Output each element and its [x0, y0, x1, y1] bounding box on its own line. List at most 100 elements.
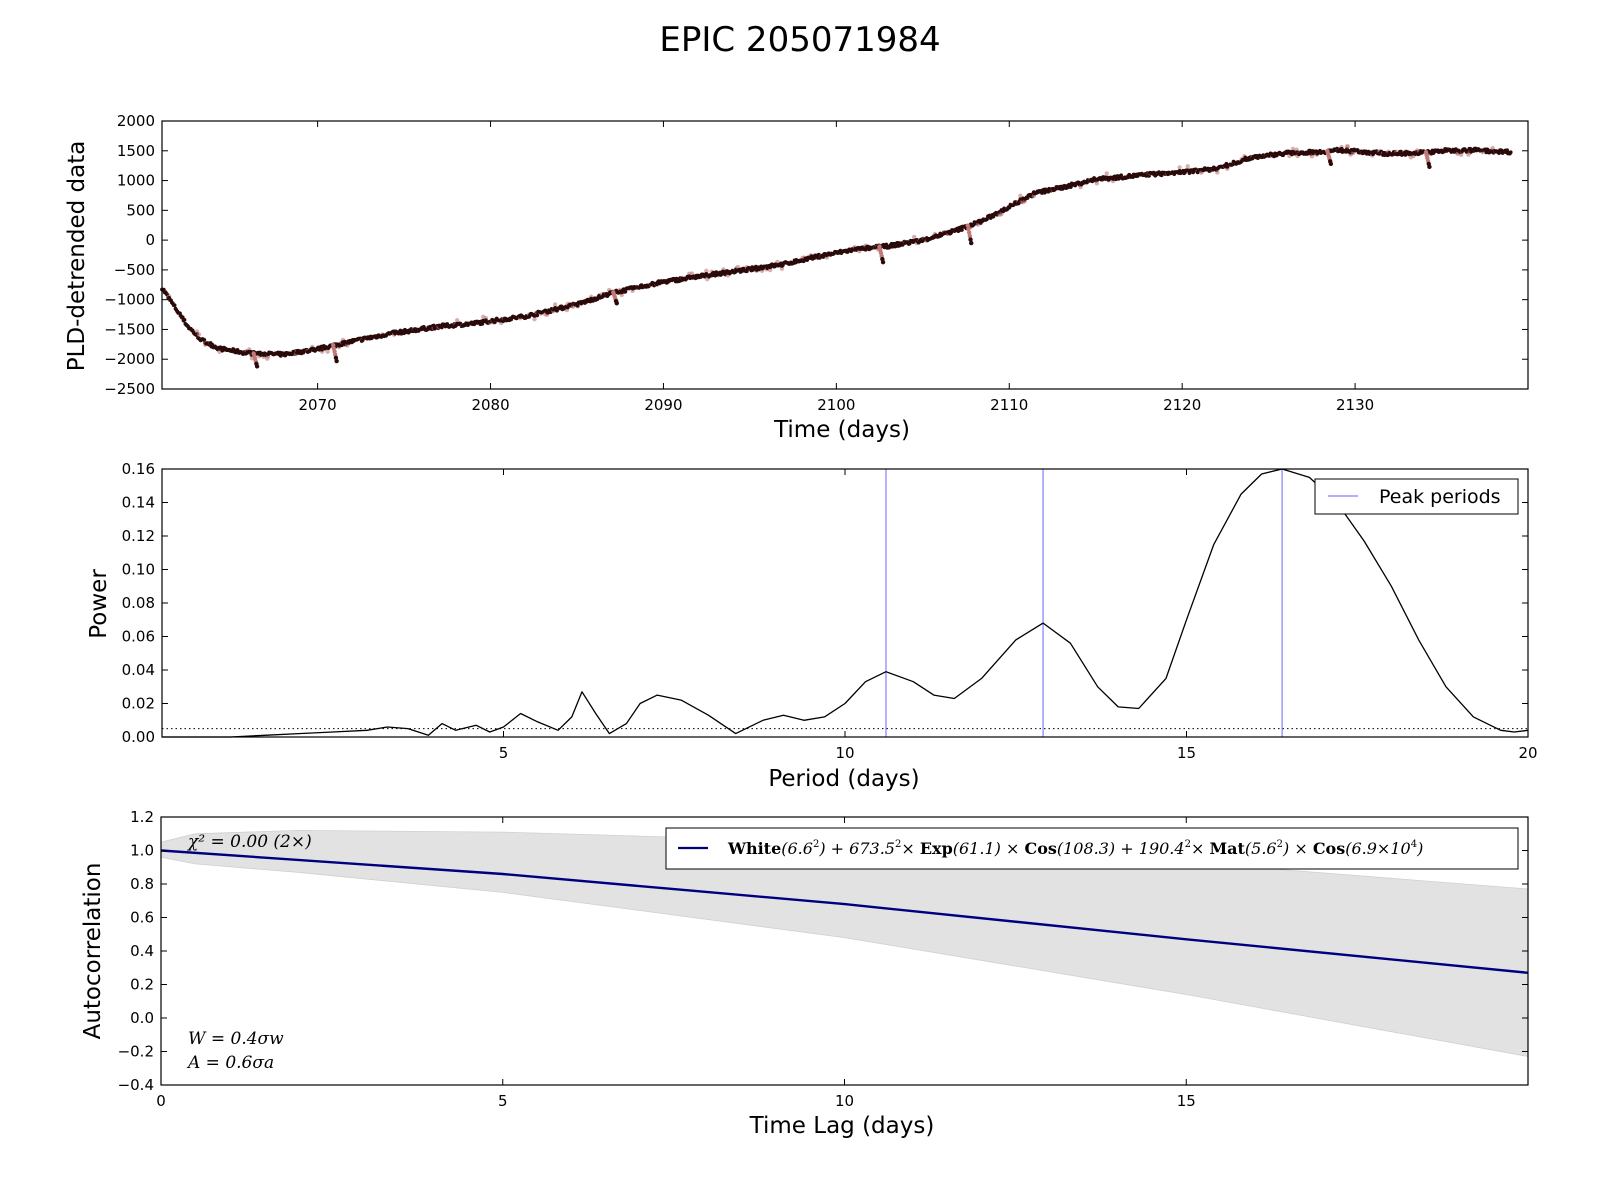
lightcurve-yticks: −2500 −2000 −1500 −1000 −500 0 500 1000 1500 2000	[104, 112, 1528, 398]
acf-xtick-label: 0	[156, 1092, 166, 1110]
legend-white-close: )	[818, 839, 825, 858]
acf-ytick-label: 0.2	[130, 976, 154, 994]
legend-cos1-arg: (108.3)	[1057, 839, 1115, 858]
acf-ytick-label: 0.0	[130, 1009, 154, 1027]
peak-periods-legend-label: Peak periods	[1379, 486, 1501, 508]
lightcurve-ytick-label: 1500	[117, 142, 155, 160]
acf-ylabel: Autocorrelation	[80, 863, 106, 1040]
periodogram-ytick-label: 0.12	[122, 527, 155, 545]
acf-ytick-label: 1.2	[130, 808, 154, 826]
periodogram-xticks: 5 10 15 20	[499, 469, 1538, 762]
transit-dip-point	[1427, 164, 1432, 170]
periodogram-ytick-label: 0.06	[122, 628, 155, 646]
figure-title: EPIC 205071984	[659, 20, 940, 60]
acf-model-line	[160, 849, 1529, 974]
lightcurve-halo-point	[1290, 146, 1296, 152]
lightcurve-point	[182, 317, 187, 322]
periodogram-ytick-label: 0.04	[122, 661, 155, 679]
lightcurve-halo-point	[1104, 171, 1109, 176]
lightcurve-point	[959, 228, 964, 232]
lightcurve-halo-point	[1345, 144, 1351, 149]
lightcurve-halo-point	[1309, 154, 1315, 159]
periodogram-ytick-label: 0.16	[122, 460, 155, 478]
lightcurve-xtick-label: 2120	[1163, 396, 1201, 414]
a-annotation: A = 0.6σa	[186, 1053, 274, 1073]
lightcurve-ylabel: PLD-detrended data	[64, 141, 90, 372]
lightcurve-halo-point	[1018, 193, 1023, 198]
transit-dip-point	[966, 226, 971, 232]
periodogram-ytick-label: 0.10	[122, 561, 155, 579]
lightcurve-xtick-label: 2080	[471, 396, 509, 414]
lightcurve-ytick-label: 2000	[117, 112, 155, 130]
transit-dip-point	[966, 230, 972, 235]
acf-xticks: 0 5 10 15	[156, 817, 1196, 1110]
legend-cos1-term: Cos	[1024, 839, 1056, 858]
periodogram-xtick-label: 20	[1518, 744, 1537, 762]
lightcurve-halo-point	[911, 234, 917, 240]
chi-squared-annotation: χ² = 0.00 (2×)	[187, 832, 312, 852]
lightcurve-xtick-label: 2100	[817, 396, 855, 414]
lightcurve-halo-point	[775, 259, 780, 265]
periodogram-ytick-label: 0.00	[122, 728, 155, 746]
lightcurve-halo-point	[532, 317, 537, 322]
legend-exp-term: Exp	[920, 839, 953, 858]
lightcurve-point	[235, 348, 240, 352]
lightcurve-point	[1505, 148, 1510, 153]
transit-dip-point	[334, 358, 339, 364]
periodogram-frame	[161, 468, 1529, 738]
lightcurve-halo-point	[552, 302, 558, 307]
periodogram-panel: Power Period (days) 5 10 15 20 0.00 0.02 0.04…	[86, 460, 1538, 792]
periodogram-line	[162, 468, 1529, 738]
acf-ytick-label: −0.4	[118, 1076, 154, 1094]
lightcurve-ytick-label: −2000	[104, 350, 155, 368]
legend-cos2-term: Cos	[1313, 839, 1345, 858]
legend-plus2-sq: 2	[1185, 839, 1191, 850]
transit-dip-point	[254, 364, 260, 369]
acf-ytick-label: 1.0	[130, 842, 154, 860]
lightcurve-halo-point	[704, 268, 709, 274]
acf-frame	[160, 816, 1529, 1086]
lightcurve-xtick-label: 2130	[1336, 396, 1374, 414]
lightcurve-panel: PLD-detrended data Time (days) 2070 2080 2…	[64, 112, 1529, 443]
legend-white-sq: 2	[813, 839, 819, 850]
lightcurve-xticks: 2070 2080 2090 2100 2110 2120 2130	[299, 121, 1374, 414]
periodogram-xtick-label: 15	[1177, 744, 1196, 762]
lightcurve-point	[744, 269, 749, 274]
acf-xtick-label: 5	[498, 1092, 508, 1110]
lightcurve-halo-point	[1490, 145, 1495, 151]
lightcurve-halo-point	[779, 266, 785, 271]
acf-legend: White(6.62) + 673.52× Exp(61.1) × Cos(10…	[665, 827, 1519, 870]
legend-plus1: + 673.5	[831, 839, 895, 858]
lightcurve-halo-point	[1185, 164, 1190, 169]
legend-times3: ×	[1191, 839, 1204, 858]
legend-cos2-pow: 4	[1411, 839, 1417, 850]
legend-plus2: + 190.4	[1120, 839, 1184, 858]
legend-times1: ×	[901, 839, 914, 858]
lightcurve-xtick-label: 2090	[644, 396, 682, 414]
legend-white-term: White	[727, 839, 781, 858]
legend-plus1-sq: 2	[895, 839, 901, 850]
legend-cos2-arg: (6.9×10	[1345, 839, 1410, 858]
legend-exp-arg: (61.1)	[953, 839, 1001, 858]
lightcurve-plot-area	[160, 144, 1513, 369]
acf-panel: Autocorrelation Time Lag (days) 0 5 10 15 −…	[80, 808, 1529, 1139]
lightcurve-ytick-label: −1500	[104, 320, 155, 338]
lightcurve-ytick-label: 1000	[117, 172, 155, 190]
legend-white-arg: (6.6	[781, 839, 813, 858]
transit-dip-point	[880, 259, 886, 265]
periodogram-plot-area	[162, 468, 1529, 738]
acf-legend-label: White(6.62) + 673.52× Exp(61.1) × Cos(10…	[727, 839, 1423, 858]
w-annotation: W = 0.4σw	[188, 1029, 284, 1049]
periodogram-ytick-label: 0.02	[122, 695, 155, 713]
periodogram-xtick-label: 10	[835, 744, 854, 762]
periodogram-ylabel: Power	[86, 569, 112, 639]
transit-dip-point	[1328, 161, 1334, 167]
acf-xlabel: Time Lag (days)	[749, 1113, 935, 1139]
transit-dip-point	[969, 240, 974, 246]
periodogram-yticks: 0.00 0.02 0.04 0.06 0.08 0.10 0.12 0.14 0.16	[122, 460, 1528, 746]
periodogram-xtick-label: 5	[499, 744, 509, 762]
legend-mat-arg: (5.6	[1245, 839, 1277, 858]
lightcurve-point	[172, 303, 177, 308]
lightcurve-halo-point	[196, 332, 202, 337]
